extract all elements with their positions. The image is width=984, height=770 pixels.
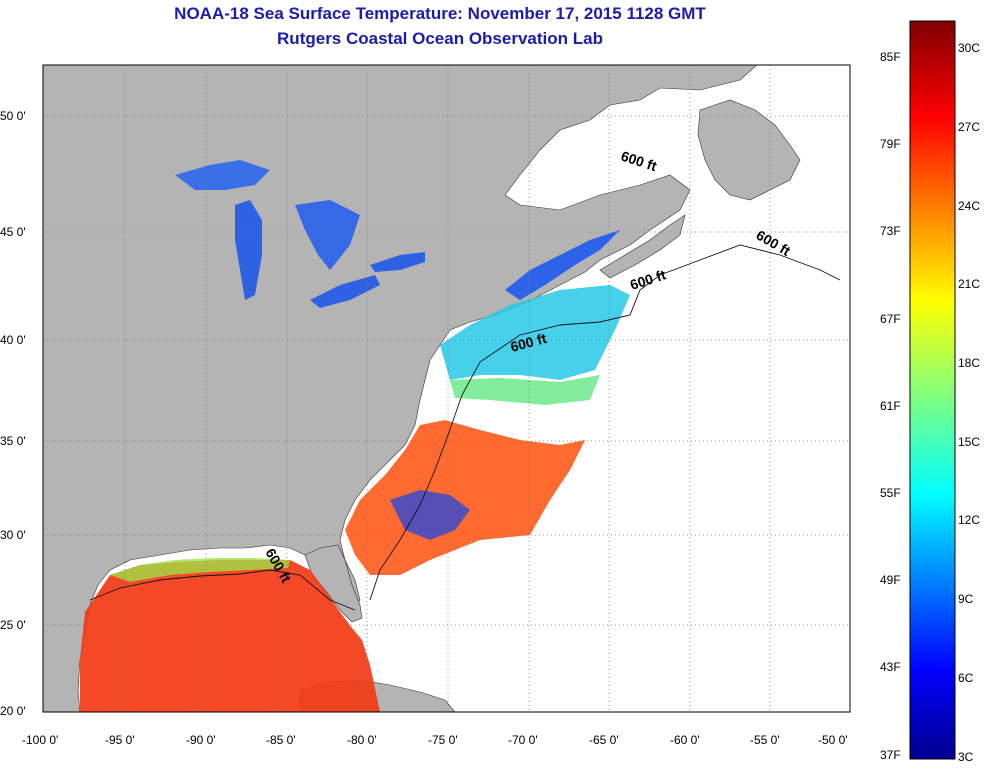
colorbar-f-label: 67F	[880, 312, 901, 326]
colorbar-c-label: 21C	[958, 277, 981, 291]
lake-ontario	[370, 252, 425, 272]
lat-tick-label: 30 0'	[0, 528, 26, 542]
lon-tick-label: -50 0'	[818, 733, 848, 747]
sst-slope-band	[450, 375, 600, 405]
colorbar-c-label: 27C	[958, 120, 981, 134]
lon-tick-label: -75 0'	[428, 733, 458, 747]
colorbar-c-label: 3C	[958, 750, 974, 764]
lake-superior	[175, 160, 270, 190]
colorbar-c-label: 30C	[958, 41, 981, 55]
lon-tick-label: -90 0'	[186, 733, 216, 747]
lat-tick-label: 25 0'	[0, 618, 26, 632]
lon-tick-label: -85 0'	[266, 733, 296, 747]
lon-tick-label: -60 0'	[670, 733, 700, 747]
map-subtitle: Rutgers Coastal Ocean Observation Lab	[277, 29, 603, 48]
sst-gulf-stream	[345, 420, 585, 575]
lake-erie	[310, 275, 380, 308]
nova-scotia-land	[599, 214, 686, 279]
colorbar	[909, 20, 956, 760]
map-title: NOAA-18 Sea Surface Temperature: Novembe…	[174, 4, 706, 23]
colorbar-c-label: 18C	[958, 356, 981, 370]
colorbar-c-label: 24C	[958, 199, 981, 213]
lon-tick-label: -55 0'	[750, 733, 780, 747]
north-america-land	[43, 65, 758, 712]
sst-gulf-of-maine	[505, 230, 620, 300]
colorbar-c-label: 15C	[958, 435, 981, 449]
colorbar-f-label: 79F	[880, 137, 901, 151]
lake-huron	[295, 200, 360, 270]
lon-tick-label: -95 0'	[105, 733, 135, 747]
sst-mid-atlantic-shelf	[440, 285, 630, 380]
colorbar-c-label: 6C	[958, 671, 974, 685]
colorbar-f-label: 55F	[880, 486, 901, 500]
colorbar-f-label: 37F	[880, 748, 901, 762]
colorbar-f-label: 43F	[880, 660, 901, 674]
lake-michigan	[235, 200, 262, 300]
colorbar-f-label: 61F	[880, 399, 901, 413]
lat-tick-label: 50 0'	[0, 109, 26, 123]
colorbar-f-label: 73F	[880, 224, 901, 238]
sst-gulf-coast-green	[110, 558, 290, 582]
lat-tick-label: 20 0'	[0, 704, 26, 718]
colorbar-f-label: 85F	[880, 50, 901, 64]
map-frame	[42, 64, 851, 713]
colorbar-c-label: 12C	[958, 513, 981, 527]
newfoundland-land	[697, 99, 801, 201]
lon-tick-label: -80 0'	[347, 733, 377, 747]
lat-tick-label: 45 0'	[0, 225, 26, 239]
lon-tick-label: -65 0'	[589, 733, 619, 747]
lon-tick-label: -100 0'	[22, 733, 59, 747]
sst-southeast-blue	[390, 490, 470, 540]
sst-gulf-of-mexico	[80, 560, 380, 712]
lat-tick-label: 35 0'	[0, 434, 26, 448]
lon-tick-label: -70 0'	[508, 733, 538, 747]
isobath-600ft-line	[89, 244, 841, 611]
graticule	[43, 65, 850, 712]
lat-tick-label: 40 0'	[0, 333, 26, 347]
colorbar-f-label: 49F	[880, 573, 901, 587]
colorbar-c-label: 9C	[958, 592, 974, 606]
